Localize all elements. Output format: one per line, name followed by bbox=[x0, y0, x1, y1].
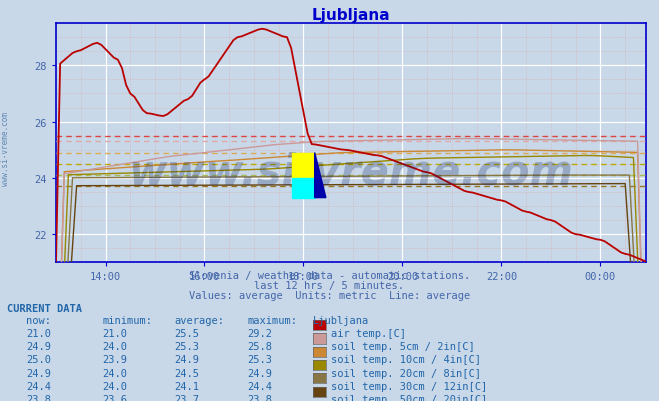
Text: www.si-vreme.com: www.si-vreme.com bbox=[1, 111, 10, 185]
Text: 24.1: 24.1 bbox=[175, 381, 200, 391]
Text: 23.6: 23.6 bbox=[102, 394, 127, 401]
Text: 24.0: 24.0 bbox=[102, 368, 127, 378]
Text: 24.5: 24.5 bbox=[175, 368, 200, 378]
Text: 24.0: 24.0 bbox=[102, 381, 127, 391]
Text: 25.0: 25.0 bbox=[26, 354, 51, 365]
Bar bbox=[293, 178, 315, 198]
Text: 25.8: 25.8 bbox=[247, 341, 272, 351]
Bar bbox=[293, 153, 315, 178]
Text: Slovenia / weather data - automatic stations.: Slovenia / weather data - automatic stat… bbox=[189, 271, 470, 281]
Text: 23.9: 23.9 bbox=[102, 354, 127, 365]
Text: 24.9: 24.9 bbox=[26, 368, 51, 378]
Text: minimum:: minimum: bbox=[102, 315, 152, 325]
Text: 24.9: 24.9 bbox=[247, 368, 272, 378]
Polygon shape bbox=[315, 153, 326, 198]
Text: 23.8: 23.8 bbox=[26, 394, 51, 401]
Text: 24.4: 24.4 bbox=[26, 381, 51, 391]
Text: CURRENT DATA: CURRENT DATA bbox=[7, 303, 82, 313]
Text: soil temp. 5cm / 2in[C]: soil temp. 5cm / 2in[C] bbox=[331, 341, 475, 351]
Text: 25.5: 25.5 bbox=[175, 328, 200, 338]
Text: 21.0: 21.0 bbox=[26, 328, 51, 338]
Text: soil temp. 20cm / 8in[C]: soil temp. 20cm / 8in[C] bbox=[331, 368, 482, 378]
Text: soil temp. 50cm / 20in[C]: soil temp. 50cm / 20in[C] bbox=[331, 394, 488, 401]
Text: now:: now: bbox=[26, 315, 51, 325]
Text: Values: average  Units: metric  Line: average: Values: average Units: metric Line: aver… bbox=[189, 291, 470, 301]
Title: Ljubljana: Ljubljana bbox=[312, 8, 390, 23]
Text: 24.4: 24.4 bbox=[247, 381, 272, 391]
Text: Ljubljana: Ljubljana bbox=[313, 315, 369, 325]
Text: 29.2: 29.2 bbox=[247, 328, 272, 338]
Text: 25.3: 25.3 bbox=[247, 354, 272, 365]
Text: 23.8: 23.8 bbox=[247, 394, 272, 401]
Text: 24.9: 24.9 bbox=[175, 354, 200, 365]
Text: 24.9: 24.9 bbox=[26, 341, 51, 351]
Text: 23.7: 23.7 bbox=[175, 394, 200, 401]
Text: 24.0: 24.0 bbox=[102, 341, 127, 351]
Text: soil temp. 30cm / 12in[C]: soil temp. 30cm / 12in[C] bbox=[331, 381, 488, 391]
Text: maximum:: maximum: bbox=[247, 315, 297, 325]
Text: 21.0: 21.0 bbox=[102, 328, 127, 338]
Text: soil temp. 10cm / 4in[C]: soil temp. 10cm / 4in[C] bbox=[331, 354, 482, 365]
Text: last 12 hrs / 5 minutes.: last 12 hrs / 5 minutes. bbox=[254, 281, 405, 291]
Text: www.si-vreme.com: www.si-vreme.com bbox=[129, 151, 573, 193]
Text: 25.3: 25.3 bbox=[175, 341, 200, 351]
Text: average:: average: bbox=[175, 315, 225, 325]
Text: air temp.[C]: air temp.[C] bbox=[331, 328, 407, 338]
